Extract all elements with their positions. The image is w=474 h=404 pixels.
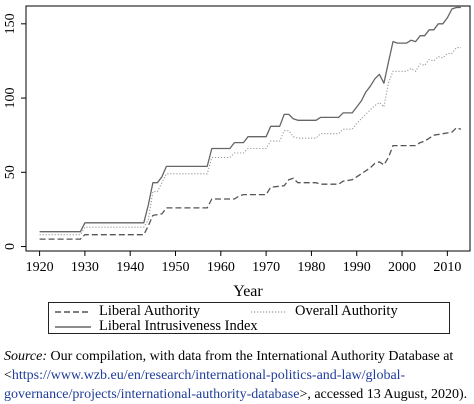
x-axis-label: Year <box>233 283 263 300</box>
y-tick-label: 150 <box>3 13 18 34</box>
legend: Liberal Authority Overall Authority Libe… <box>48 302 450 334</box>
y-tick-label: 100 <box>3 88 18 109</box>
source-text-end: >, accessed 13 August, 2020). <box>299 387 468 402</box>
series-line-overall-authority <box>39 47 461 236</box>
x-tick-label: 2000 <box>388 260 416 275</box>
x-tick-label: 1960 <box>207 260 235 275</box>
dashed-line-swatch <box>55 310 91 313</box>
solid-line-swatch <box>55 325 91 328</box>
x-tick-label: 1930 <box>71 260 99 275</box>
legend-label: Overall Authority <box>295 303 398 319</box>
legend-label: Liberal Authority <box>99 303 201 319</box>
source-label: Source: <box>4 349 48 364</box>
x-axis: 1920 1930 1940 1950 1960 1970 1980 1990 2000 2010 <box>26 251 461 275</box>
dotted-line-swatch <box>251 310 287 313</box>
legend-item-overall-authority: Overall Authority <box>251 303 398 319</box>
x-tick-label: 1970 <box>252 260 280 275</box>
source-text: Our compilation, with data from the Inte… <box>4 349 454 383</box>
x-tick-label: 1990 <box>343 260 371 275</box>
x-tick-label: 1950 <box>162 260 190 275</box>
series-line-liberal-intrusiveness-index <box>39 6 461 233</box>
x-tick-label: 2010 <box>433 260 461 275</box>
source-link[interactable]: https://www.wzb.eu/en/research/internati… <box>4 368 406 402</box>
legend-label: Liberal Intrusiveness Index <box>99 318 258 334</box>
plot-frame <box>25 5 471 252</box>
y-tick-label: 50 <box>3 165 18 179</box>
plot-area <box>25 5 471 252</box>
legend-item-liberal-intrusiveness-index: Liberal Intrusiveness Index <box>55 318 258 334</box>
x-tick-label: 1980 <box>297 260 325 275</box>
series-lines <box>39 6 462 240</box>
y-axis: 0 50 100 150 <box>3 13 26 250</box>
source-note: Source: Our compilation, with data from … <box>4 347 470 404</box>
legend-item-liberal-authority: Liberal Authority <box>55 303 201 319</box>
x-tick-label: 1940 <box>116 260 144 275</box>
x-tick-label: 1920 <box>26 260 54 275</box>
y-tick-label: 0 <box>3 243 18 250</box>
series-line-liberal-authority <box>39 127 462 240</box>
